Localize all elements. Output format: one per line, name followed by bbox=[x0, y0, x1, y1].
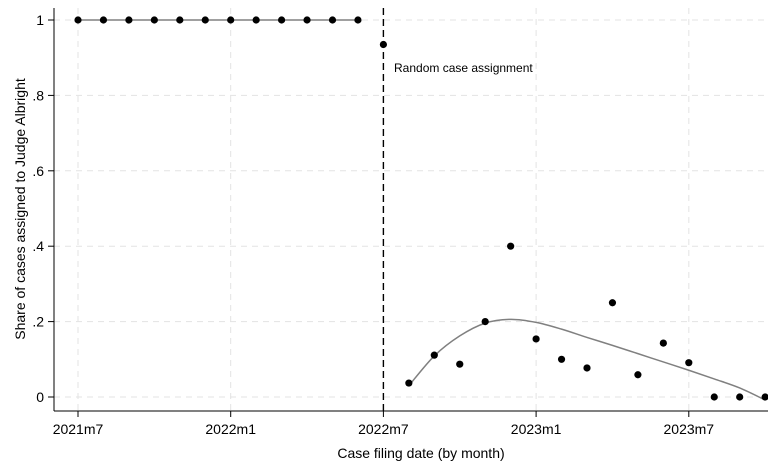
data-point bbox=[201, 16, 209, 24]
data-point bbox=[354, 16, 362, 24]
data-point bbox=[328, 16, 337, 24]
data-point bbox=[379, 40, 387, 49]
y-tick-label: 0 bbox=[36, 389, 44, 405]
data-point bbox=[303, 16, 311, 24]
data-point bbox=[634, 371, 642, 379]
data-points bbox=[74, 16, 768, 401]
y-tick-label: .4 bbox=[32, 238, 44, 254]
data-point bbox=[710, 393, 718, 401]
fit-line bbox=[408, 318, 766, 401]
data-point bbox=[252, 16, 260, 24]
x-tick-label: 2023m7 bbox=[664, 421, 715, 437]
data-point bbox=[557, 355, 566, 363]
y-tick-label: .6 bbox=[32, 163, 44, 179]
data-point bbox=[74, 16, 82, 24]
x-tick-label: 2023m1 bbox=[511, 421, 562, 437]
data-point bbox=[125, 16, 133, 24]
x-tick-label: 2022m7 bbox=[358, 421, 409, 437]
data-point bbox=[150, 16, 158, 24]
data-point bbox=[608, 299, 617, 307]
x-axis-title: Case filing date (by month) bbox=[337, 445, 504, 461]
data-point bbox=[227, 16, 235, 24]
data-point bbox=[659, 339, 667, 347]
data-point bbox=[99, 16, 108, 24]
data-point bbox=[583, 364, 591, 372]
annotation-label: Random case assignment bbox=[394, 61, 533, 75]
y-axis-ticks: 0 .2 .4 .6 .8 1 bbox=[32, 12, 54, 405]
x-tick-label: 2022m1 bbox=[205, 421, 256, 437]
x-axis-ticks: 2021m7 2022m1 2022m7 2023m1 2023m7 bbox=[53, 411, 715, 437]
data-point bbox=[405, 379, 413, 387]
y-axis-title: Share of cases assigned to Judge Albrigh… bbox=[12, 78, 28, 340]
data-point bbox=[481, 318, 489, 326]
data-point bbox=[761, 393, 768, 401]
y-tick-label: .8 bbox=[32, 87, 44, 103]
data-point bbox=[176, 16, 184, 24]
data-point bbox=[685, 359, 693, 367]
data-point bbox=[736, 393, 744, 401]
data-point bbox=[278, 16, 286, 24]
data-point bbox=[507, 242, 515, 250]
x-tick-label: 2021m7 bbox=[53, 421, 104, 437]
data-point bbox=[532, 335, 540, 343]
y-tick-label: 1 bbox=[36, 12, 44, 28]
data-point bbox=[430, 351, 438, 359]
y-tick-label: .2 bbox=[32, 314, 44, 330]
data-point bbox=[456, 360, 464, 368]
axes bbox=[53, 8, 768, 412]
fit-lines bbox=[78, 19, 766, 401]
